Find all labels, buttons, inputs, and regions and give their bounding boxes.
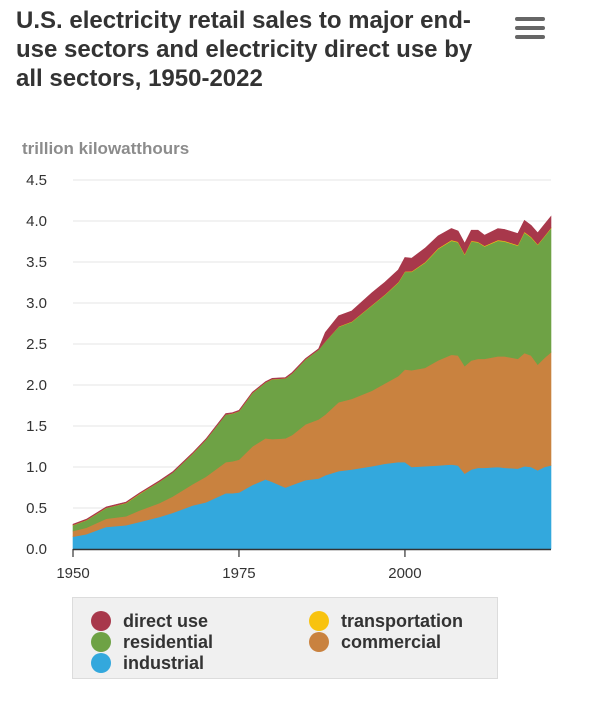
legend-label: direct use <box>123 610 209 631</box>
hamburger-menu-icon-bar <box>515 35 545 39</box>
y-tick-label: 1.5 <box>26 418 47 435</box>
legend-swatch <box>91 653 111 673</box>
y-tick-label: 4.0 <box>26 213 47 230</box>
y-axis-unit-label: trillion kilowatthours <box>22 139 190 158</box>
legend-item-commercial[interactable]: commercial <box>309 631 441 653</box>
y-tick-label: 3.0 <box>26 295 47 312</box>
legend-label: transportation <box>341 610 464 631</box>
legend-item-direct-use[interactable]: direct use <box>91 610 208 632</box>
hamburger-menu-icon <box>515 17 545 21</box>
x-tick-label: 1975 <box>222 565 255 582</box>
hamburger-menu-icon-bar <box>515 26 545 30</box>
legend-item-transportation[interactable]: transportation <box>309 610 463 632</box>
legend-swatch <box>91 632 111 652</box>
legend-label: commercial <box>341 631 442 652</box>
legend-label: residential <box>123 631 214 652</box>
area-series-direct-use <box>72 215 552 526</box>
y-tick-label: 2.5 <box>26 336 47 353</box>
chart-title: U.S. electricity retail sales to major e… <box>16 7 473 92</box>
y-tick-label: 4.5 <box>26 172 47 189</box>
legend-swatch <box>309 632 329 652</box>
legend-item-industrial[interactable]: industrial <box>91 652 204 674</box>
y-tick-label: 1.0 <box>26 459 47 476</box>
x-tick-label: 1950 <box>56 565 89 582</box>
legend-swatch <box>91 611 111 631</box>
legend-item-residential[interactable]: residential <box>91 631 213 653</box>
x-tick-label: 2000 <box>388 565 421 582</box>
y-tick-label: 0.0 <box>26 541 47 558</box>
y-tick-label: 0.5 <box>26 500 47 517</box>
legend-swatch <box>309 611 329 631</box>
chart-legend: direct use transportation residential co… <box>72 597 498 679</box>
y-tick-label: 2.0 <box>26 377 47 394</box>
legend-label: industrial <box>123 652 205 673</box>
y-tick-label: 3.5 <box>26 254 47 271</box>
chart-menu-button[interactable] <box>513 17 547 43</box>
